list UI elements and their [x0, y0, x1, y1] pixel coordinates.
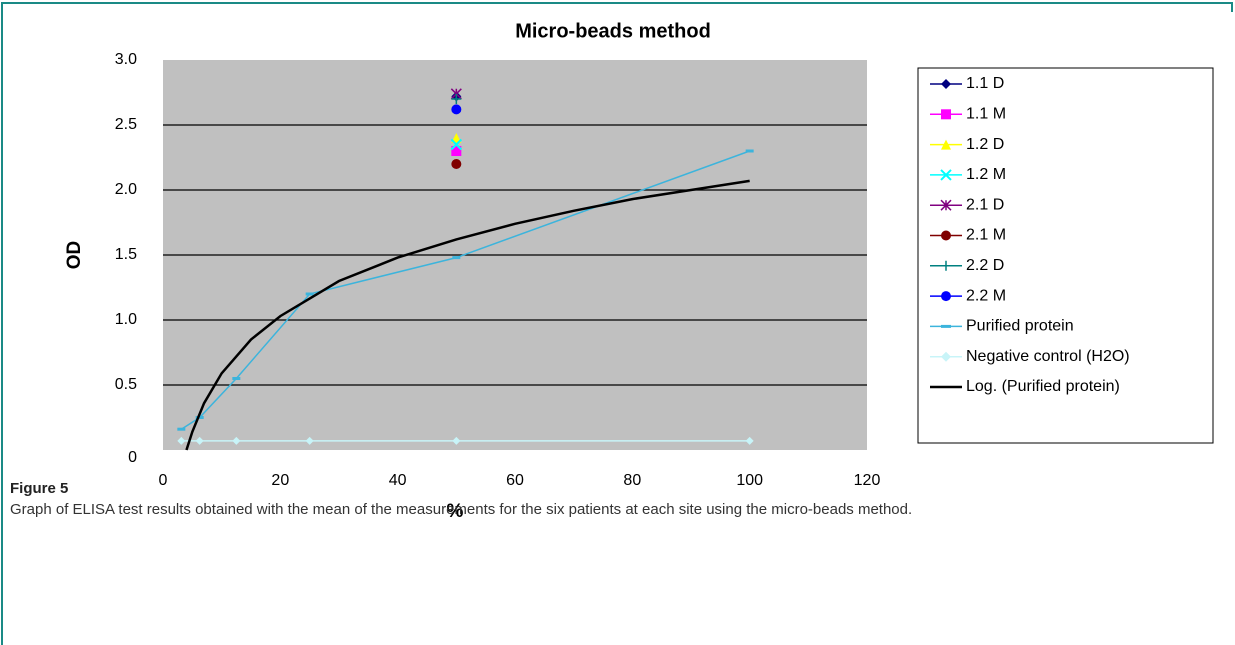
- legend-label: 2.2 M: [966, 287, 1006, 304]
- legend-label: Negative control (H2O): [966, 348, 1130, 365]
- legend-entry: 1.2 D: [930, 136, 1004, 153]
- y-tick-label: 0.5: [115, 376, 137, 393]
- legend-label: Purified protein: [966, 318, 1074, 335]
- legend-label: Log. (Purified protein): [966, 378, 1120, 395]
- legend-marker: [941, 260, 951, 271]
- legend-label: 1.2 D: [966, 136, 1004, 153]
- legend-marker: [940, 169, 952, 181]
- legend-marker: [941, 291, 951, 302]
- data-point: [450, 138, 463, 151]
- data-point: [452, 436, 461, 445]
- caption-text: Graph of ELISA test results obtained wit…: [10, 501, 913, 518]
- legend-label: 2.2 D: [966, 257, 1004, 274]
- legend-marker: [941, 351, 951, 362]
- legend-entry: Negative control (H2O): [930, 348, 1130, 365]
- y-tick-label: 2.0: [115, 181, 137, 198]
- data-point: [451, 133, 462, 143]
- figure-label: Figure 5: [10, 480, 69, 497]
- data-point: [305, 436, 314, 445]
- legend-marker: [941, 139, 951, 150]
- legend-marker: [941, 79, 951, 89]
- x-axis-label: %: [447, 501, 464, 522]
- legend-label: 1.1 D: [966, 75, 1004, 92]
- legend-label: 1.2 M: [966, 166, 1006, 183]
- legend-entry: 2.1 M: [930, 227, 1006, 244]
- data-point: [451, 94, 462, 104]
- legend-entry: 1.1 D: [930, 75, 1004, 92]
- legend-entry: 2.2 D: [930, 257, 1004, 274]
- legend-entry: Purified protein: [930, 318, 1074, 335]
- y-tick-label: 1.5: [115, 246, 137, 263]
- x-tick-label: 120: [854, 472, 881, 489]
- data-point: [451, 146, 462, 156]
- caption: Figure 5 Graph of ELISA test results obt…: [10, 478, 1232, 520]
- y-tick-label: 1.0: [115, 311, 137, 328]
- data-point: [195, 436, 204, 445]
- legend-label: 1.1 M: [966, 106, 1006, 123]
- legend-entry: 2.1 D: [930, 196, 1004, 213]
- data-point: [177, 436, 186, 445]
- legend-marker: [941, 109, 951, 120]
- y-tick-label: 0: [128, 449, 137, 466]
- series-line: [185, 179, 750, 451]
- x-tick-label: 100: [736, 472, 763, 489]
- y-tick-label: 3.0: [115, 51, 137, 68]
- legend-marker: [940, 199, 952, 211]
- data-point: [451, 159, 462, 169]
- legend-marker: [941, 230, 951, 241]
- x-tick-label: 0: [159, 472, 168, 489]
- legend-entry: 2.2 M: [930, 287, 1006, 304]
- legend-label: 2.1 M: [966, 227, 1006, 244]
- legend-box: [917, 67, 1214, 444]
- legend-label: 2.1 D: [966, 196, 1004, 213]
- y-axis-label: OD: [64, 241, 85, 270]
- y-tick-label: 2.5: [115, 116, 137, 133]
- legend-entry: 1.1 M: [930, 106, 1006, 123]
- x-tick-label: 40: [389, 472, 407, 489]
- data-point: [232, 436, 241, 445]
- x-tick-label: 60: [506, 472, 524, 489]
- x-tick-label: 80: [623, 472, 641, 489]
- legend-entry: 1.2 M: [930, 166, 1006, 183]
- data-point: [745, 436, 754, 445]
- chart-title: Micro-beads method: [515, 20, 711, 42]
- data-point: [451, 104, 462, 115]
- legend-entry: Log. (Purified protein): [930, 378, 1120, 395]
- x-tick-label: 20: [271, 472, 289, 489]
